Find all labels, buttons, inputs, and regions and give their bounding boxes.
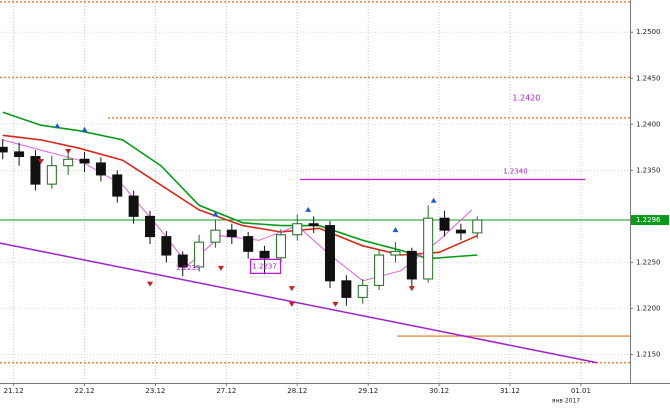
- candle-body: [161, 236, 172, 256]
- x-tick-label: 21.12: [4, 387, 24, 395]
- down-fractal: [288, 301, 295, 307]
- candle-body: [14, 151, 25, 158]
- candle-body: [0, 146, 8, 153]
- candle-body: [63, 158, 74, 167]
- candle-body: [259, 250, 270, 259]
- candle-body: [325, 225, 335, 282]
- down-fractal: [332, 301, 339, 307]
- candle-body: [95, 162, 106, 176]
- down-fractal: [288, 286, 295, 292]
- candle-body: [128, 195, 139, 217]
- y-tick-label: 1.2350: [636, 166, 661, 174]
- candle-body: [226, 229, 237, 238]
- moving-average: [2, 139, 473, 282]
- candle-body: [357, 284, 368, 298]
- moving-average: [2, 111, 478, 260]
- annotation: 1.2237: [252, 262, 277, 270]
- up-fractal: [305, 206, 312, 212]
- up-fractal: [54, 123, 61, 129]
- candle-body: [30, 156, 41, 185]
- y-tick-label: 1.2150: [636, 350, 661, 358]
- x-tick-label: 22.12: [75, 387, 95, 395]
- axis-note: янв 2017: [552, 398, 580, 405]
- annotation: 1.2340: [503, 168, 528, 176]
- down-fractal: [147, 281, 153, 287]
- up-fractal: [212, 211, 219, 217]
- x-tick-label: 29.12: [358, 387, 378, 395]
- candle-body: [374, 254, 385, 286]
- annotation-box: [249, 258, 282, 275]
- x-tick-label: 27.12: [216, 387, 236, 395]
- candle-body: [243, 236, 254, 252]
- y-tick-label: 1.2500: [636, 28, 661, 36]
- annotation: 1.2420: [512, 93, 540, 102]
- up-fractal: [430, 197, 437, 203]
- candle-body: [423, 217, 434, 280]
- candle-body: [406, 250, 417, 280]
- candle-body: [145, 215, 155, 238]
- candle-body: [275, 234, 286, 259]
- candle-body: [308, 223, 319, 227]
- current-price-label: 1.2296: [636, 216, 661, 224]
- candle-body: [292, 223, 303, 236]
- candle-body: [79, 158, 90, 164]
- x-tick-label: 28.12: [287, 387, 307, 395]
- candle-body: [439, 217, 450, 231]
- candle-body: [390, 250, 401, 256]
- candle-body: [194, 241, 205, 268]
- candle-body: [455, 229, 466, 234]
- down-fractal: [65, 148, 72, 154]
- y-tick-label: 1.2450: [636, 74, 661, 82]
- annotation: 1.2235: [176, 264, 201, 272]
- down-fractal: [217, 265, 224, 271]
- x-tick-label: 01.01: [571, 387, 591, 395]
- candle-body: [46, 165, 57, 185]
- trendline: [0, 242, 598, 364]
- current-price-box: [631, 215, 669, 226]
- up-fractal: [392, 227, 399, 233]
- candle-body: [210, 229, 221, 243]
- down-fractal: [37, 159, 44, 165]
- candle-body: [177, 254, 188, 268]
- candle-body: [472, 219, 483, 234]
- x-tick-label: 30.12: [429, 387, 449, 395]
- candle-body: [341, 280, 352, 298]
- up-fractal: [81, 126, 88, 132]
- y-tick-label: 1.2250: [636, 258, 661, 266]
- x-tick-label: 23.12: [145, 387, 165, 395]
- y-tick-label: 1.2400: [636, 120, 661, 128]
- down-fractal: [408, 286, 415, 292]
- x-tick-label: 31.12: [500, 387, 520, 395]
- candle-body: [112, 174, 123, 197]
- moving-average: [2, 134, 478, 256]
- y-tick-label: 1.2200: [636, 304, 661, 312]
